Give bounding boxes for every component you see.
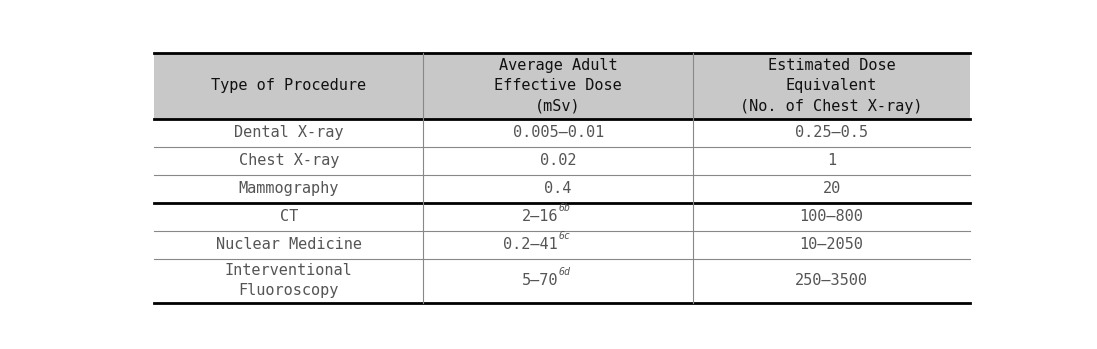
Text: 0.25–0.5: 0.25–0.5 — [795, 125, 868, 140]
Text: 2–16: 2–16 — [522, 209, 558, 224]
Text: Interventional
Fluoroscopy: Interventional Fluoroscopy — [225, 263, 352, 298]
Text: Estimated Dose
Equivalent
(No. of Chest X-ray): Estimated Dose Equivalent (No. of Chest … — [740, 58, 923, 114]
Text: 100–800: 100–800 — [800, 209, 863, 224]
Text: 0.005–0.01: 0.005–0.01 — [512, 125, 603, 140]
Text: 20: 20 — [823, 181, 840, 196]
Text: 250–3500: 250–3500 — [795, 273, 868, 288]
Text: 6b: 6b — [559, 203, 570, 213]
Text: 0.02: 0.02 — [540, 153, 576, 168]
Text: 6d: 6d — [559, 267, 570, 277]
Text: Type of Procedure: Type of Procedure — [212, 78, 366, 93]
Text: CT: CT — [280, 209, 298, 224]
Text: 10–2050: 10–2050 — [800, 237, 863, 252]
Text: Chest X-ray: Chest X-ray — [239, 153, 339, 168]
Text: Mammography: Mammography — [239, 181, 339, 196]
Text: 0.2–41: 0.2–41 — [504, 237, 558, 252]
Bar — [154, 53, 971, 119]
Text: Dental X-ray: Dental X-ray — [234, 125, 343, 140]
Text: Nuclear Medicine: Nuclear Medicine — [216, 237, 362, 252]
Text: 5–70: 5–70 — [522, 273, 558, 288]
Text: 6c: 6c — [559, 231, 570, 241]
Text: 1: 1 — [827, 153, 836, 168]
Text: Average Adult
Effective Dose
(mSv): Average Adult Effective Dose (mSv) — [495, 58, 622, 114]
Text: 0.4: 0.4 — [544, 181, 572, 196]
